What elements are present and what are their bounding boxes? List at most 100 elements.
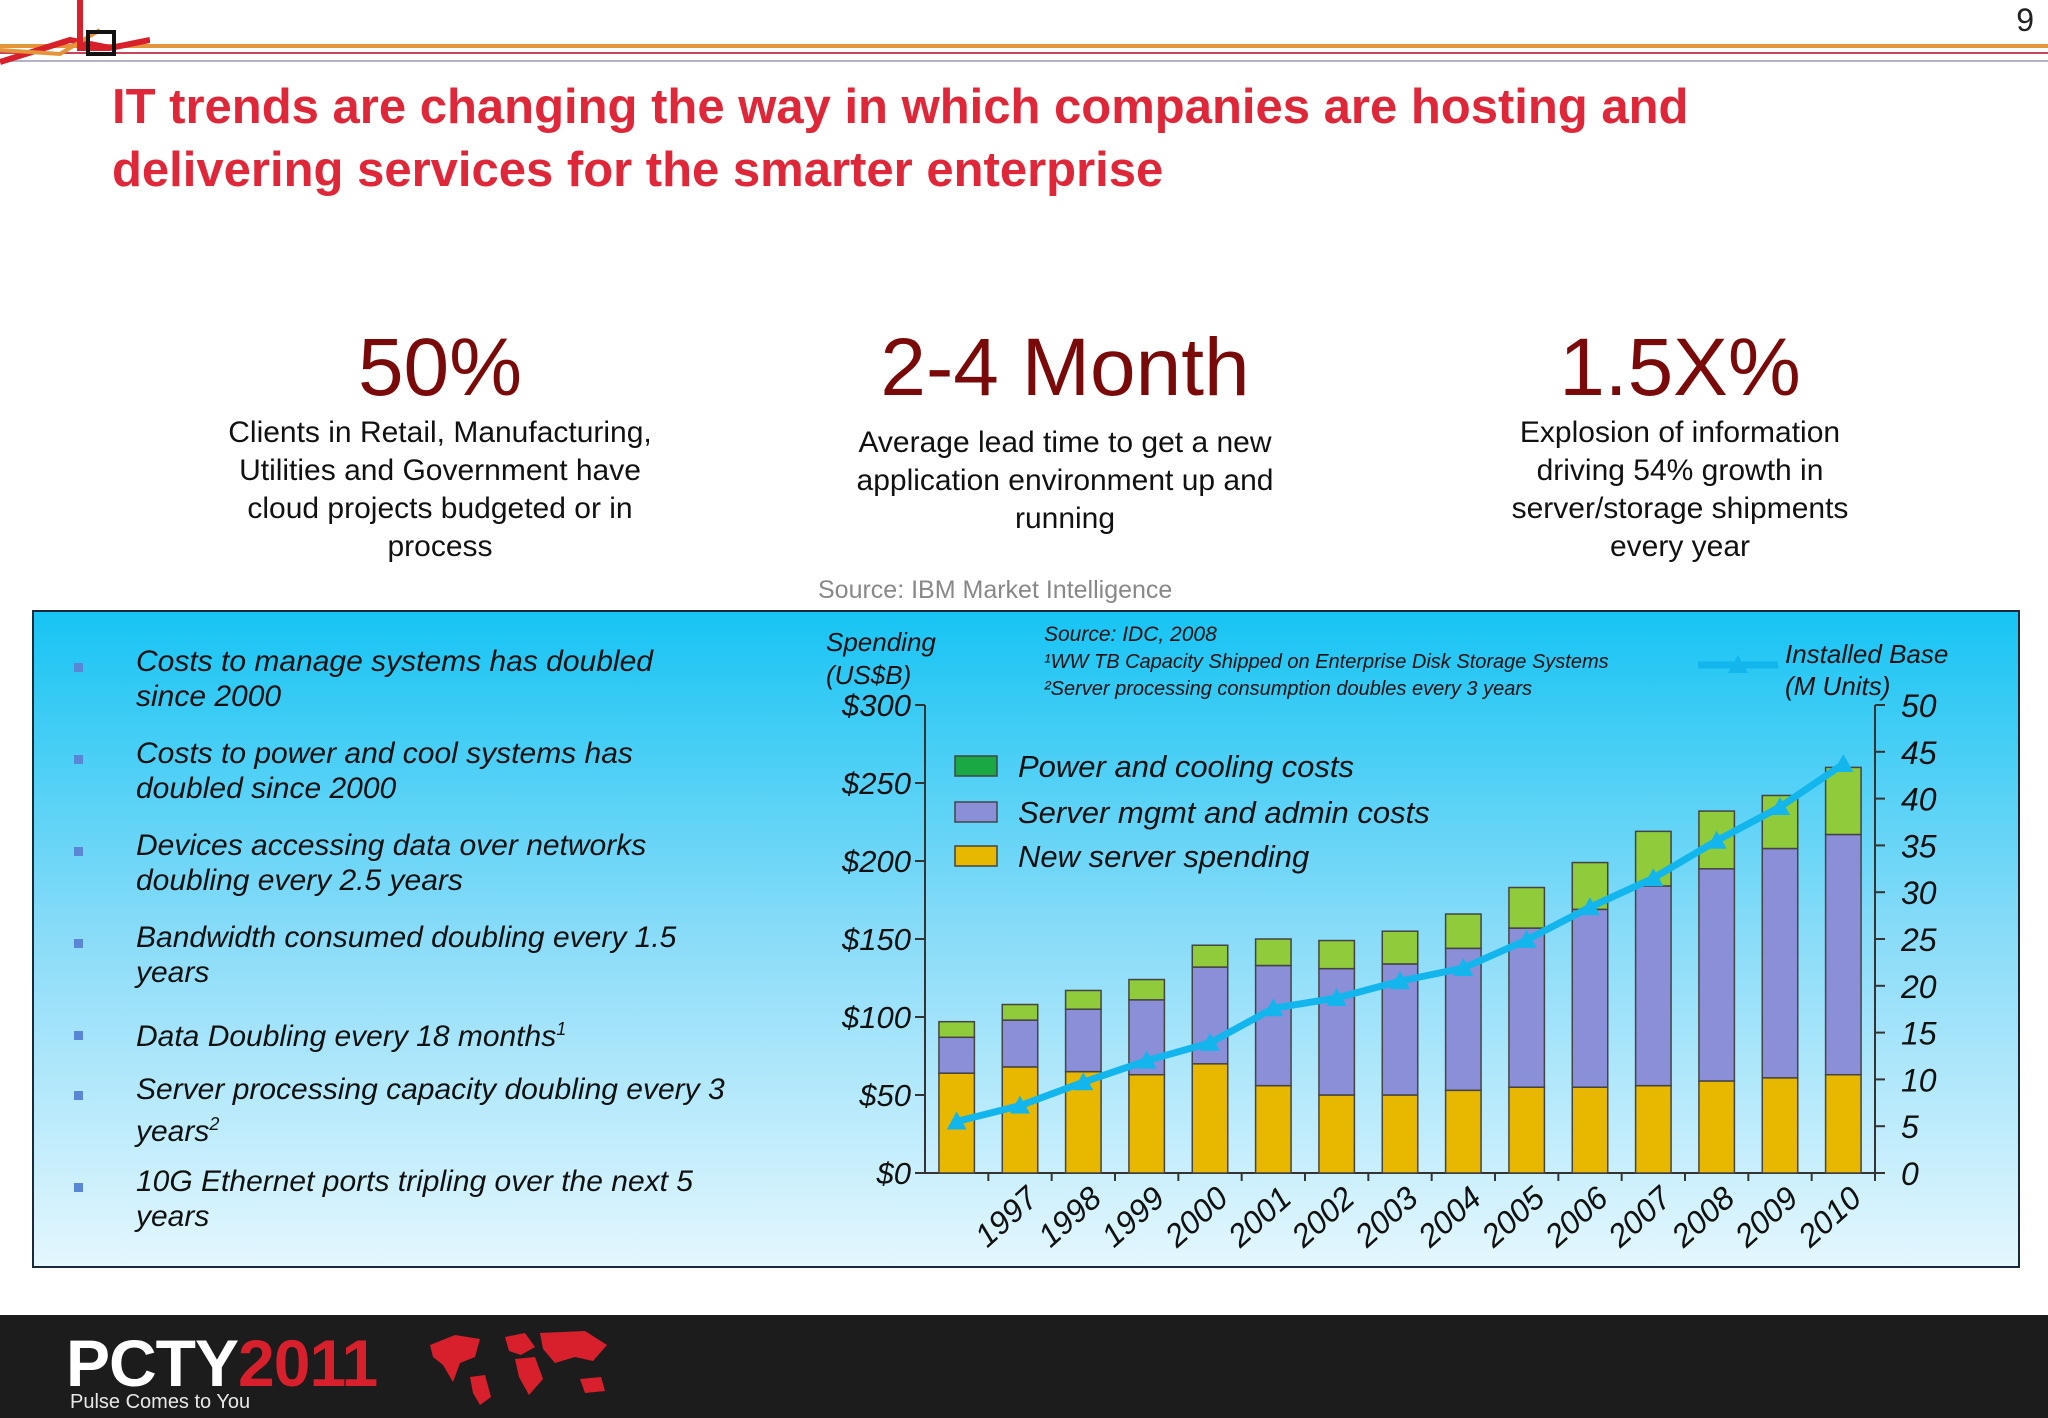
title-line: delivering services for the smarter ente… — [112, 143, 1164, 197]
bullet-line: Costs to manage systems has doubled — [136, 645, 653, 678]
brand-year: 2011 — [238, 1326, 378, 1400]
installed-base-marker — [1010, 1095, 1030, 1114]
installed-base-marker — [1326, 987, 1347, 1006]
x-tick-label: 2006 — [1537, 1179, 1615, 1254]
y-axis-title: Spending — [826, 627, 936, 657]
y2-tick-label: 0 — [1901, 1156, 1919, 1192]
stat-desc-line: application environment up and — [856, 464, 1274, 497]
bullet-line: Devices accessing data over networks — [136, 829, 647, 862]
bar-segment — [1064, 1008, 1102, 1073]
stat-desc-line: process — [387, 530, 493, 563]
y-tick-label: $150 — [841, 922, 911, 957]
y-tick-label: $200 — [841, 844, 911, 879]
y2-tick-label: 5 — [1901, 1109, 1919, 1145]
y2-tick-label: 25 — [1900, 922, 1937, 958]
stat-block-lead-time: 2-4 Month Average lead time to get a new… — [780, 322, 1350, 538]
y2-tick-label: 20 — [1900, 969, 1937, 1005]
stat-value: 2-4 Month — [880, 322, 1250, 413]
y2-tick-label: 10 — [1901, 1062, 1937, 1098]
bar-segment — [1191, 1063, 1229, 1174]
bullet-text: Devices accessing data over networks doub… — [136, 828, 796, 898]
bullet-square-icon — [74, 663, 83, 672]
header-rule-lavender — [0, 60, 2048, 62]
stat-desc-line: running — [1014, 502, 1116, 535]
header-rule-red — [0, 52, 2048, 54]
legend-label: Server mgmt and admin costs — [1018, 795, 1430, 830]
chart-source-note: Source: IDC, 2008 — [1044, 623, 1217, 646]
bar-segment — [1508, 927, 1546, 1088]
spending-chart: $0 $50 $100 $150 $200 $250 $300 0 5 10 15 20 25 30 35 4… — [826, 623, 1948, 1255]
bar-segment — [1634, 1084, 1672, 1174]
bar-segment — [1064, 989, 1102, 1010]
installed-base-marker — [1516, 929, 1537, 948]
legend-swatch — [954, 845, 998, 867]
bullet-line: Data Doubling every 18 months — [136, 1020, 557, 1053]
bullet-text: Data Doubling every 18 months1 — [136, 1012, 796, 1054]
bar-segment — [1824, 766, 1862, 836]
bar-segment — [1698, 868, 1736, 1082]
bullet-line: since 2000 — [136, 680, 282, 713]
installed-base-marker — [1263, 998, 1284, 1017]
installed-base-marker — [1580, 897, 1600, 916]
y2-axis-title: Installed Base — [1785, 639, 1948, 669]
legend-swatch — [954, 801, 998, 823]
footer-brand: PCTY2011 — [66, 1325, 378, 1401]
x-tick-label: 2000 — [1157, 1179, 1235, 1254]
bar-segment — [1824, 833, 1862, 1076]
y-tick-label: $50 — [858, 1078, 911, 1113]
bar-segment — [938, 1036, 976, 1074]
stat-description: Clients in Retail, Manufacturing, Utilit… — [180, 414, 700, 566]
x-tick-label: 2009 — [1727, 1179, 1805, 1254]
installed-base-marker — [1200, 1032, 1220, 1051]
stat-desc-line: Explosion of information — [1519, 416, 1841, 449]
bullet-footnote-ref: 1 — [556, 1019, 567, 1039]
bullet-square-icon — [74, 1031, 83, 1040]
y-tick-label: $250 — [841, 766, 911, 801]
y2-tick-label: 15 — [1901, 1016, 1937, 1052]
bar-segment — [1508, 1086, 1546, 1174]
stat-value: 50% — [357, 322, 523, 413]
stat-desc-line: every year — [1609, 530, 1751, 563]
x-tick-label: 2005 — [1474, 1179, 1552, 1254]
x-tick-label: 2004 — [1410, 1179, 1488, 1254]
line-legend-marker — [1728, 655, 1748, 673]
x-tick-label: 2002 — [1284, 1179, 1362, 1254]
bar-segment — [1254, 938, 1292, 967]
bullet-text: Costs to manage systems has doubled since… — [136, 644, 796, 714]
chart-source-note: ²Server processing consumption doubles e… — [1044, 678, 1532, 700]
bullet-line: years — [136, 1115, 210, 1148]
bullet-line: years — [136, 1200, 210, 1233]
bar-segment — [1761, 847, 1799, 1079]
installed-base-marker — [1770, 797, 1790, 816]
bullet-line: Costs to power and cool systems has — [136, 737, 633, 770]
bar-segment — [1191, 944, 1229, 968]
stat-description: Average lead time to get a new applicati… — [780, 424, 1350, 538]
legend-label: Power and cooling costs — [1018, 749, 1354, 784]
bullet-text: Bandwidth consumed doubling every 1.5 yea… — [136, 920, 796, 990]
bullet-square-icon — [74, 1183, 83, 1192]
bar-segment — [1444, 1089, 1482, 1174]
x-tick-label: 2001 — [1220, 1179, 1298, 1254]
y-axis-title: (US$B) — [826, 660, 911, 690]
bar-segment — [1001, 1003, 1039, 1021]
y2-tick-label: 50 — [1901, 688, 1937, 724]
x-tick-label: 2008 — [1664, 1179, 1742, 1254]
legend-label: New server spending — [1018, 839, 1309, 874]
y2-tick-label: 30 — [1901, 875, 1937, 911]
bar-segment — [1698, 1080, 1736, 1174]
stat-block-information: 1.5X% Explosion of information driving 5… — [1440, 322, 1920, 566]
bar-segment — [1824, 1073, 1862, 1174]
bullet-square-icon — [74, 939, 83, 948]
page-number: 9 — [2016, 2, 2034, 38]
bar-segment — [1128, 1073, 1166, 1174]
bullet-footnote-ref: 2 — [209, 1114, 220, 1134]
bullet-square-icon — [74, 847, 83, 856]
stat-value: 1.5X% — [1559, 322, 1801, 413]
bar-segment — [1571, 1086, 1609, 1174]
bar-segment — [1761, 1077, 1799, 1174]
x-tick-label: 1997 — [968, 1179, 1046, 1254]
bar-segment — [1001, 1066, 1039, 1174]
x-tick-label: 2007 — [1600, 1179, 1679, 1255]
header-rule-orange — [0, 44, 2048, 48]
installed-base-marker — [1706, 830, 1727, 849]
